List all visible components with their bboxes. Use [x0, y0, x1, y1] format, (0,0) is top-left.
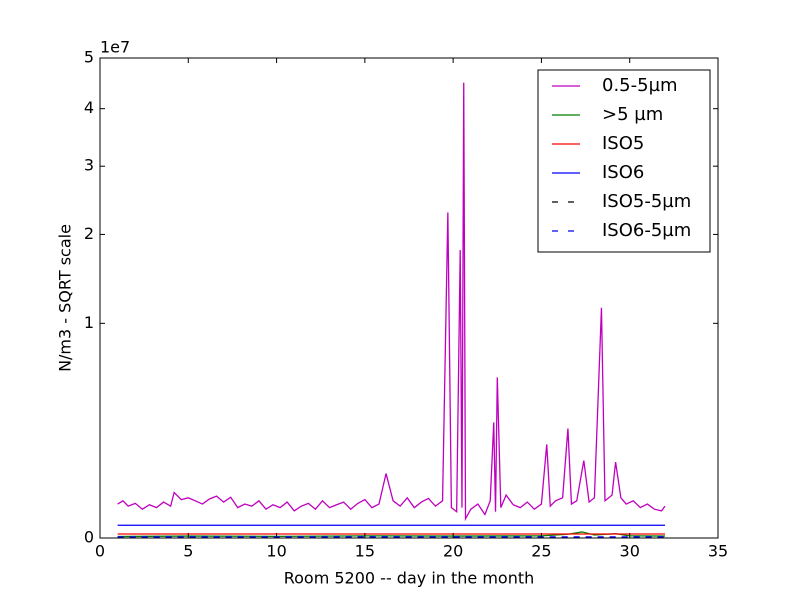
legend-box — [537, 69, 711, 253]
y-tick-label: 4 — [84, 98, 94, 117]
x-tick-label: 30 — [620, 542, 640, 561]
legend-label: >5 µm — [602, 104, 663, 125]
y-tick-label: 2 — [84, 224, 94, 243]
y-axis-label: N/m3 - SQRT scale — [56, 224, 75, 372]
y-tick-label: 0 — [84, 528, 94, 547]
legend-label: ISO5 — [602, 133, 644, 154]
legend-label: 0.5-5µm — [602, 75, 678, 96]
legend-label: ISO6 — [602, 162, 644, 183]
legend-label: ISO6-5µm — [602, 220, 691, 241]
x-tick-label: 15 — [355, 542, 375, 561]
x-tick-label: 10 — [266, 542, 286, 561]
y-tick-label: 3 — [84, 156, 94, 175]
x-tick-label: 0 — [95, 542, 105, 561]
plot-frame — [99, 57, 719, 539]
x-tick-label: 20 — [443, 542, 463, 561]
x-tick-label: 5 — [183, 542, 193, 561]
x-tick-label: 35 — [708, 542, 728, 561]
y-tick-label: 1 — [84, 313, 94, 332]
y-tick-label: 5 — [84, 48, 94, 67]
x-tick-label: 25 — [531, 542, 551, 561]
x-axis-label: Room 5200 -- day in the month — [284, 569, 535, 588]
legend: 0.5-5µm >5 µm ISO5 ISO6 ISO5-5µm ISO6-5µm — [537, 69, 711, 253]
series-line — [117, 82, 666, 522]
y-offset-text: 1e7 — [100, 38, 130, 57]
legend-label: ISO5-5µm — [602, 191, 691, 212]
